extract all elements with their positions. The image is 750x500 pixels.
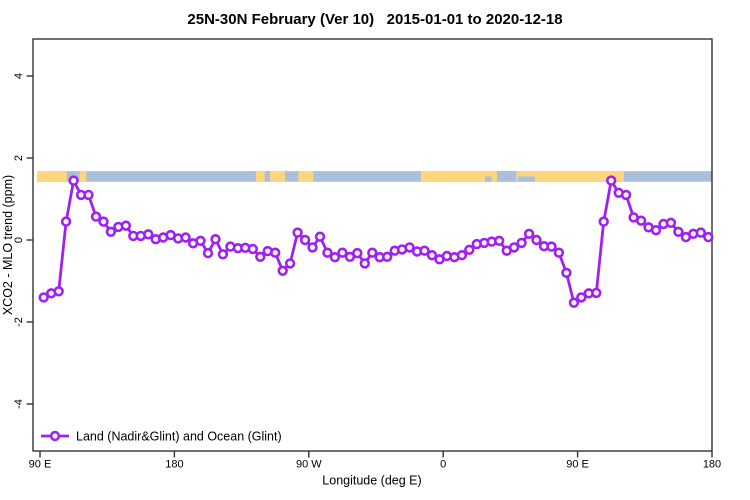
data-point xyxy=(576,292,587,303)
data-point xyxy=(270,247,281,258)
land-ocean-map-band xyxy=(37,171,713,182)
data-point xyxy=(143,229,154,240)
data-point xyxy=(329,252,341,263)
data-point xyxy=(120,220,132,231)
data-point xyxy=(516,237,527,249)
data-point xyxy=(598,216,609,227)
data-point xyxy=(546,241,557,252)
data-point xyxy=(352,247,363,259)
land-segment xyxy=(37,171,67,182)
plot-box xyxy=(32,38,713,452)
data-point xyxy=(38,292,49,303)
legend-label: Land (Nadir&Glint) and Ocean (Glint) xyxy=(76,430,282,444)
ocean-patch xyxy=(517,176,536,182)
y-axis: -4 -2 0 2 4 xyxy=(13,73,33,409)
data-point xyxy=(180,232,191,243)
y-tick-label: 4 xyxy=(13,73,25,79)
data-point xyxy=(523,228,535,240)
data-series xyxy=(38,175,714,308)
ocean-patch xyxy=(496,171,517,182)
chart-title: 25N-30N February (Ver 10) 2015-01-01 to … xyxy=(187,11,563,28)
x-tick-label: 90 E xyxy=(566,459,589,471)
land-segment xyxy=(269,171,285,182)
y-tick-label: -4 xyxy=(13,399,25,409)
data-point xyxy=(337,247,348,258)
data-point xyxy=(673,226,684,238)
data-point xyxy=(531,234,542,246)
data-point xyxy=(314,231,326,242)
data-point xyxy=(60,216,72,227)
data-point xyxy=(247,243,259,255)
data-point xyxy=(195,235,206,247)
data-point xyxy=(359,258,370,269)
data-point xyxy=(703,231,714,243)
data-point xyxy=(307,242,318,253)
data-point xyxy=(255,251,266,262)
data-point xyxy=(277,265,288,276)
data-point xyxy=(591,287,602,299)
data-point xyxy=(90,211,102,222)
ocean-patch xyxy=(485,176,492,182)
x-axis-label: Longitude (deg E) xyxy=(322,474,421,488)
trend-line xyxy=(43,179,710,305)
legend-marker-sample xyxy=(49,430,61,442)
data-point xyxy=(68,175,79,186)
data-point xyxy=(464,244,475,256)
ocean-band xyxy=(37,171,713,182)
data-point xyxy=(568,297,580,308)
data-point xyxy=(508,242,520,253)
data-point xyxy=(322,247,333,258)
data-point xyxy=(292,227,303,238)
data-point xyxy=(635,215,647,226)
data-point xyxy=(650,225,662,236)
data-point xyxy=(456,250,468,261)
land-segment xyxy=(298,171,314,182)
data-point xyxy=(105,226,117,238)
data-point xyxy=(561,267,572,278)
data-point xyxy=(494,235,505,247)
data-point xyxy=(404,242,415,253)
x-tick-label: 90 E xyxy=(29,459,52,471)
y-tick-label: 0 xyxy=(13,237,25,243)
data-point xyxy=(299,234,311,246)
data-point xyxy=(553,247,565,258)
y-tick-label: 2 xyxy=(13,155,25,161)
x-tick-label: 180 xyxy=(703,459,721,471)
x-tick-label: 180 xyxy=(165,459,183,471)
data-point xyxy=(83,189,94,201)
data-point xyxy=(202,247,214,259)
x-tick-label: 0 xyxy=(440,459,446,471)
data-point xyxy=(284,258,296,269)
y-tick-label: -2 xyxy=(13,317,25,327)
data-point xyxy=(367,247,378,258)
data-point xyxy=(426,250,438,261)
y-axis-label: XCO2 - MLO trend (ppm) xyxy=(1,175,15,315)
data-point xyxy=(53,286,64,297)
data-point xyxy=(98,216,109,227)
data-point xyxy=(665,217,677,229)
data-point xyxy=(210,234,221,245)
land-segment xyxy=(79,171,87,182)
x-tick-label: 90 W xyxy=(296,459,322,471)
data-point xyxy=(695,227,706,238)
data-point xyxy=(620,189,632,201)
data-point xyxy=(382,251,393,262)
land-segment xyxy=(255,171,265,182)
data-point xyxy=(419,245,430,256)
data-point xyxy=(605,175,617,186)
x-axis: 90 E 180 90 W 0 90 E 180 xyxy=(29,451,721,471)
legend: Land (Nadir&Glint) and Ocean (Glint) xyxy=(41,430,282,444)
data-point xyxy=(217,249,229,260)
